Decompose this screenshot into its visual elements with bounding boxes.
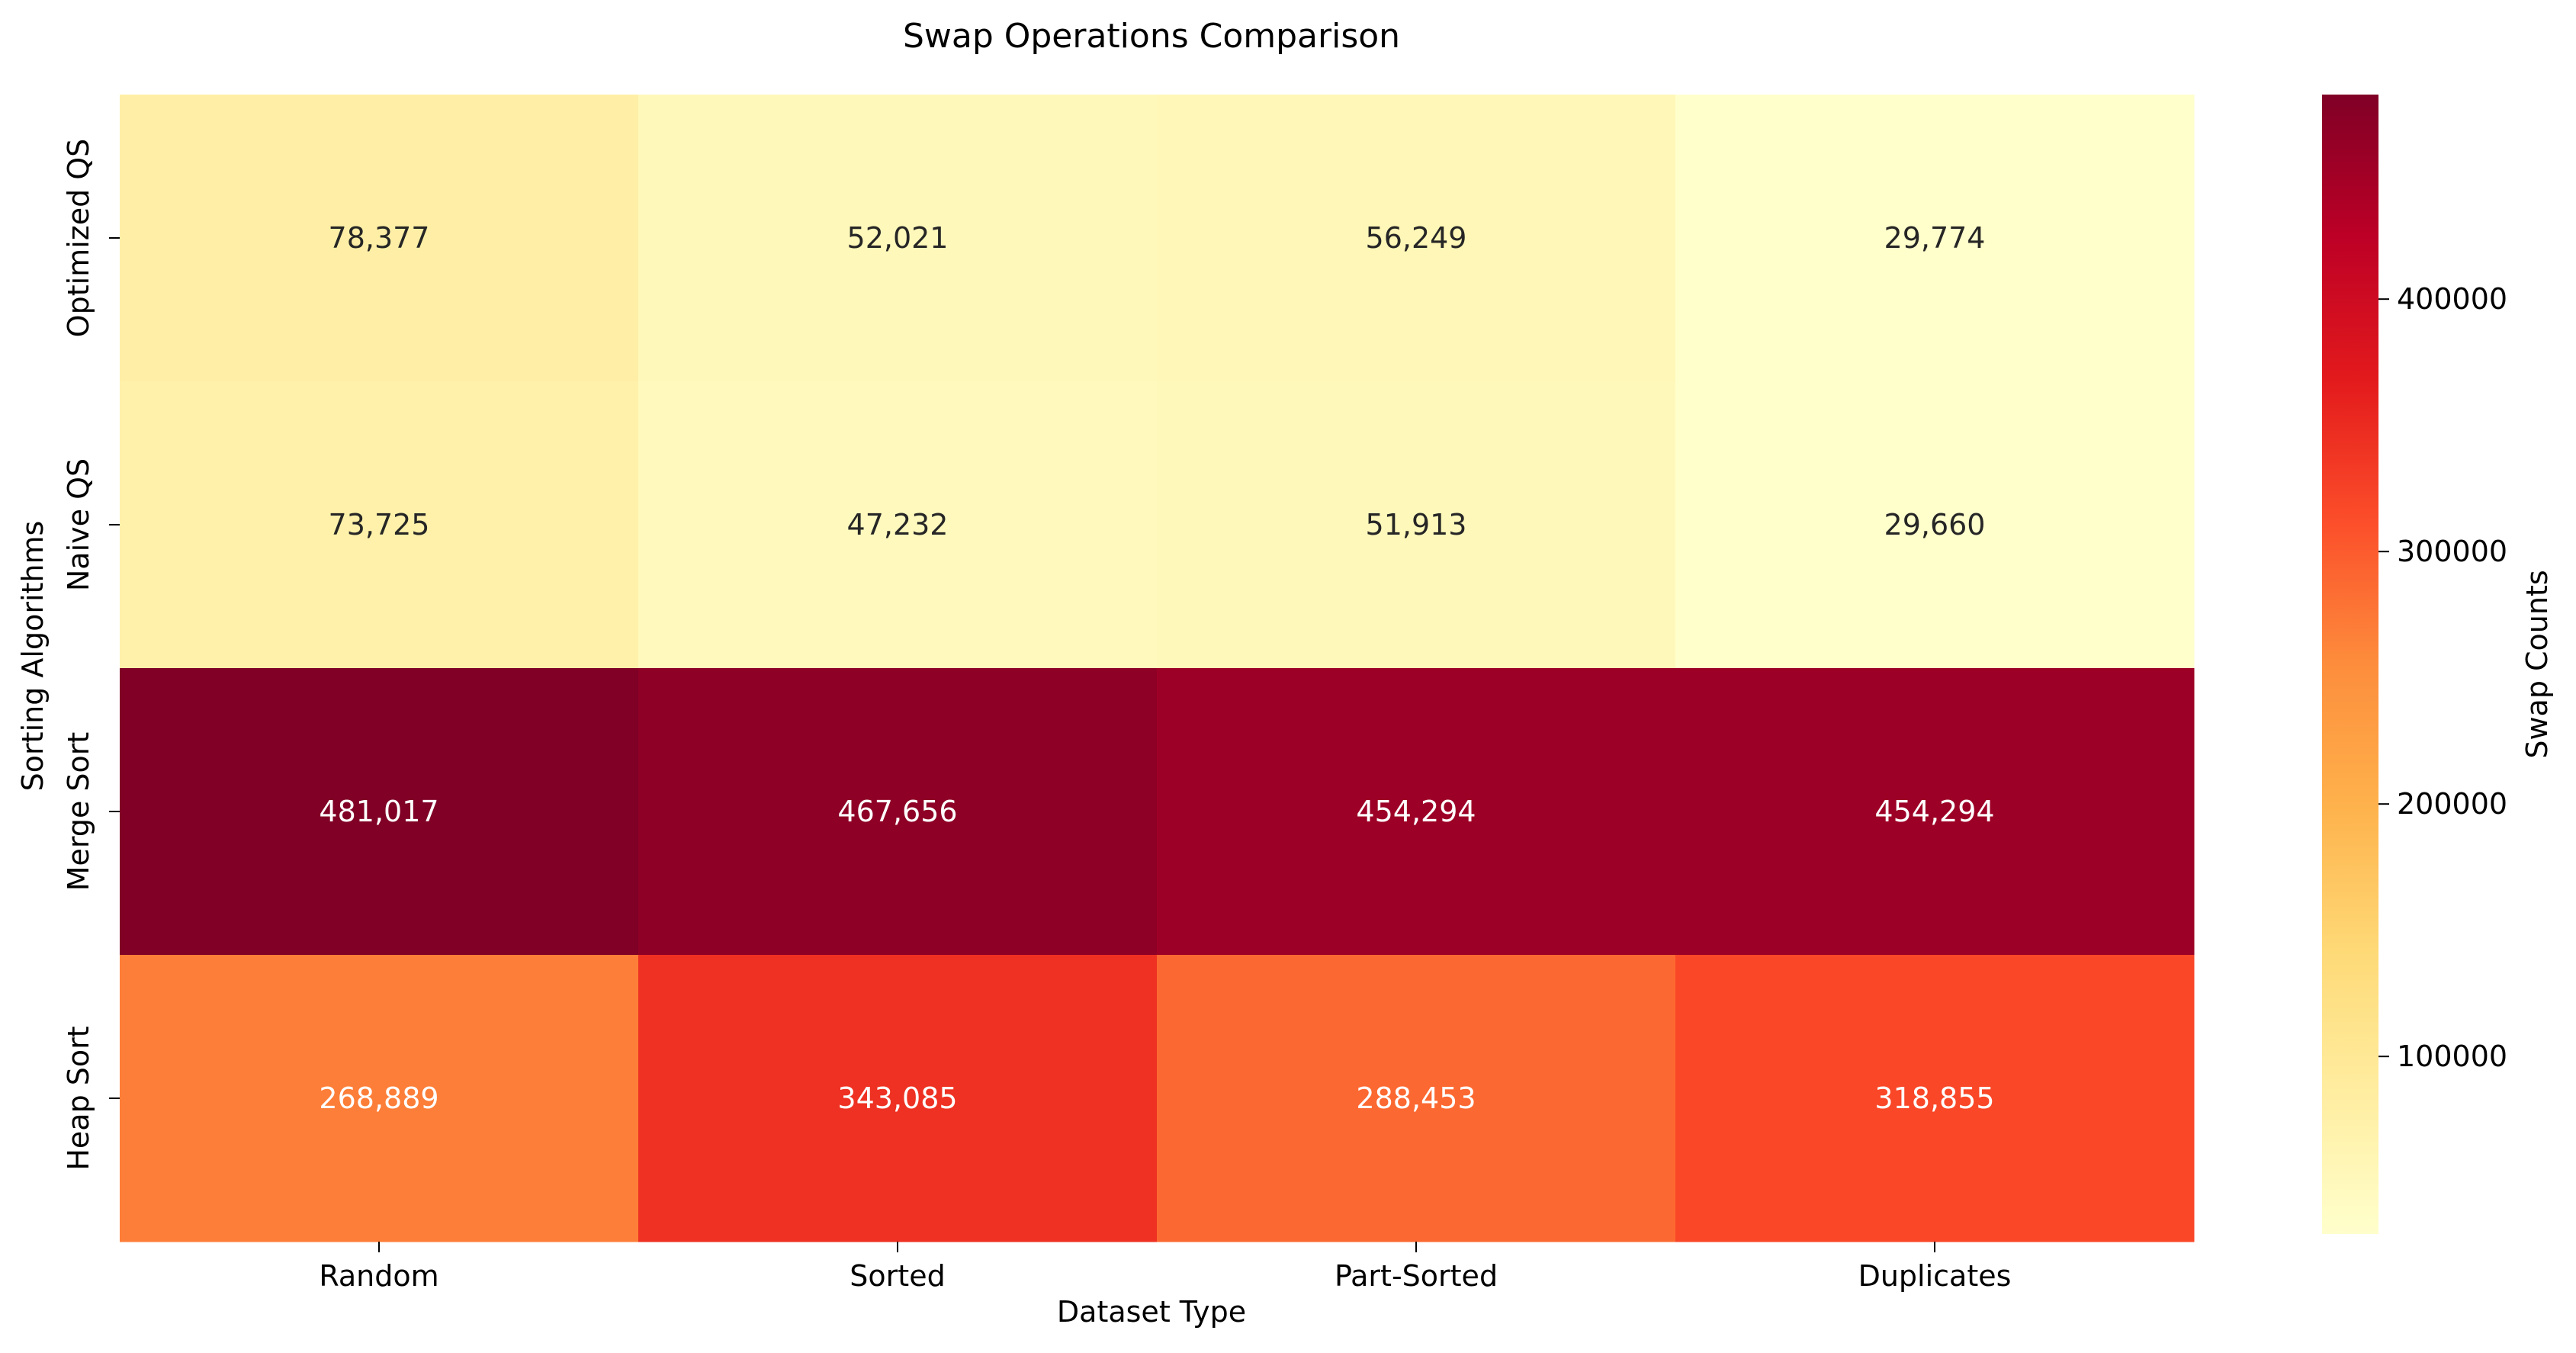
heatmap-cell — [1675, 668, 2195, 956]
cell-value-label: 51,913 — [1366, 508, 1467, 542]
heatmap-cell — [1157, 381, 1676, 669]
y-tick-label: Optimized QS — [62, 139, 95, 338]
cell-value-label: 454,294 — [1356, 795, 1476, 828]
cell-value-label: 47,232 — [847, 508, 949, 542]
cell-value-label: 73,725 — [329, 508, 430, 542]
heatmap-cell — [120, 381, 639, 669]
heatmap-cell — [120, 668, 639, 956]
heatmap-cell — [1157, 955, 1676, 1242]
colorbar — [2322, 95, 2378, 1234]
cell-value-label: 268,889 — [319, 1081, 438, 1115]
colorbar-tick-label: 200000 — [2397, 787, 2507, 821]
y-axis: Optimized QS Naive QS Merge Sort Heap Sort — [62, 139, 120, 1171]
heatmap-cell — [1675, 381, 2195, 669]
cell-value-label: 52,021 — [847, 221, 949, 255]
heatmap-cell — [1675, 955, 2195, 1242]
heatmap-cell — [1157, 95, 1676, 382]
x-tick-label: Random — [319, 1259, 438, 1293]
heatmap-cell — [1675, 95, 2195, 382]
heatmap-cell — [638, 955, 1158, 1242]
cell-value-label: 343,085 — [837, 1081, 957, 1115]
heatmap-cell — [120, 95, 639, 382]
cell-value-label: 29,660 — [1884, 508, 1986, 542]
heatmap-cell — [120, 955, 639, 1242]
cell-value-label: 318,855 — [1874, 1081, 1994, 1115]
x-tick-label: Sorted — [850, 1259, 945, 1293]
x-axis: Random Sorted Part-Sorted Duplicates — [319, 1242, 2011, 1293]
y-tick-label: Naive QS — [62, 458, 95, 591]
cell-value-label: 288,453 — [1356, 1081, 1476, 1115]
colorbar-label: Swap Counts — [2520, 570, 2554, 758]
heatmap-cells — [120, 95, 2195, 1242]
y-tick-label: Heap Sort — [62, 1026, 95, 1170]
y-axis-label: Sorting Algorithms — [16, 521, 50, 792]
heatmap-cell-labels: 78,377 52,021 56,249 29,774 73,725 47,232 51,9… — [319, 221, 1994, 1115]
cell-value-label: 56,249 — [1366, 221, 1467, 255]
x-tick-label: Part-Sorted — [1335, 1259, 1498, 1293]
x-tick-label: Duplicates — [1858, 1259, 2012, 1293]
colorbar-ticks: 100000 200000 300000 400000 — [2378, 282, 2507, 1073]
colorbar-tick-label: 100000 — [2397, 1040, 2507, 1073]
cell-value-label: 467,656 — [837, 795, 957, 828]
chart-title: Swap Operations Comparison — [903, 17, 1400, 56]
x-axis-label: Dataset Type — [1057, 1295, 1246, 1329]
heatmap-cell — [638, 381, 1158, 669]
y-tick-label: Merge Sort — [62, 732, 95, 892]
cell-value-label: 78,377 — [329, 221, 430, 255]
heatmap-cell — [1157, 668, 1676, 956]
heatmap-cell — [638, 668, 1158, 956]
cell-value-label: 454,294 — [1874, 795, 1994, 828]
heatmap-cell — [638, 95, 1158, 382]
colorbar-tick-label: 400000 — [2397, 282, 2507, 316]
cell-value-label: 481,017 — [319, 795, 438, 828]
cell-value-label: 29,774 — [1884, 221, 1986, 255]
colorbar-tick-label: 300000 — [2397, 535, 2507, 568]
